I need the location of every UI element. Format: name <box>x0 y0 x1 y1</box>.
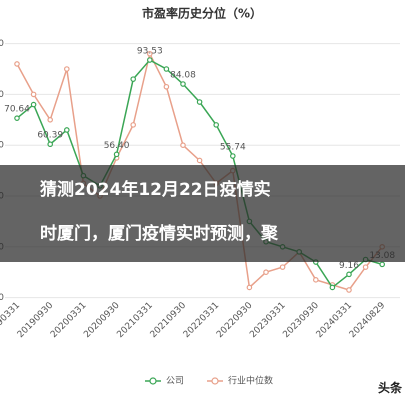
point <box>196 157 203 164</box>
point <box>263 269 269 276</box>
point <box>180 81 186 87</box>
legend-swatch <box>211 377 219 385</box>
banner-line: 时厦门，厦门疫情实时预测，聚 <box>40 223 279 244</box>
point <box>14 61 20 67</box>
watermark: 头条 <box>378 380 403 395</box>
point <box>312 277 319 283</box>
point <box>329 284 336 291</box>
point <box>246 284 253 291</box>
legend-label: 公司 <box>166 376 184 387</box>
point <box>362 264 369 270</box>
point <box>379 261 386 268</box>
point <box>113 151 120 158</box>
point <box>130 76 137 82</box>
y-tick-label: 80 <box>0 90 4 100</box>
point <box>213 122 220 128</box>
y-tick-label: 0 <box>0 293 4 303</box>
data-label: 56.40 <box>104 141 130 151</box>
point <box>64 66 70 72</box>
y-tick-label: 60 <box>0 141 4 151</box>
point <box>14 115 20 121</box>
point <box>64 127 70 133</box>
point <box>30 91 37 98</box>
point <box>147 50 153 57</box>
data-label: 9.16 <box>339 261 359 271</box>
point <box>346 287 352 293</box>
point <box>230 153 236 159</box>
legend-label: 行业中位数 <box>228 375 273 387</box>
data-label: 60.39 <box>37 131 63 141</box>
banner-line: 猜测2024年12月22日疫情实 <box>39 179 271 200</box>
chart-title: 市盈率历史分位（%） <box>142 6 262 21</box>
point <box>163 66 170 72</box>
point <box>47 117 54 123</box>
point <box>163 83 170 90</box>
data-label: 70.64 <box>4 105 30 115</box>
legend-swatch <box>149 377 157 385</box>
point <box>30 101 37 108</box>
point <box>180 142 186 149</box>
data-label: 84.08 <box>170 71 196 81</box>
x-tick-label: 20240829 <box>348 300 388 340</box>
point <box>279 264 286 270</box>
point <box>47 141 54 148</box>
data-label: 93.53 <box>137 47 163 57</box>
data-label: 55.74 <box>220 143 246 153</box>
y-tick-label: 100 <box>0 39 4 49</box>
point <box>346 271 352 278</box>
point <box>196 99 203 105</box>
banner-bg <box>0 165 405 262</box>
point <box>147 57 153 63</box>
point <box>130 122 137 128</box>
